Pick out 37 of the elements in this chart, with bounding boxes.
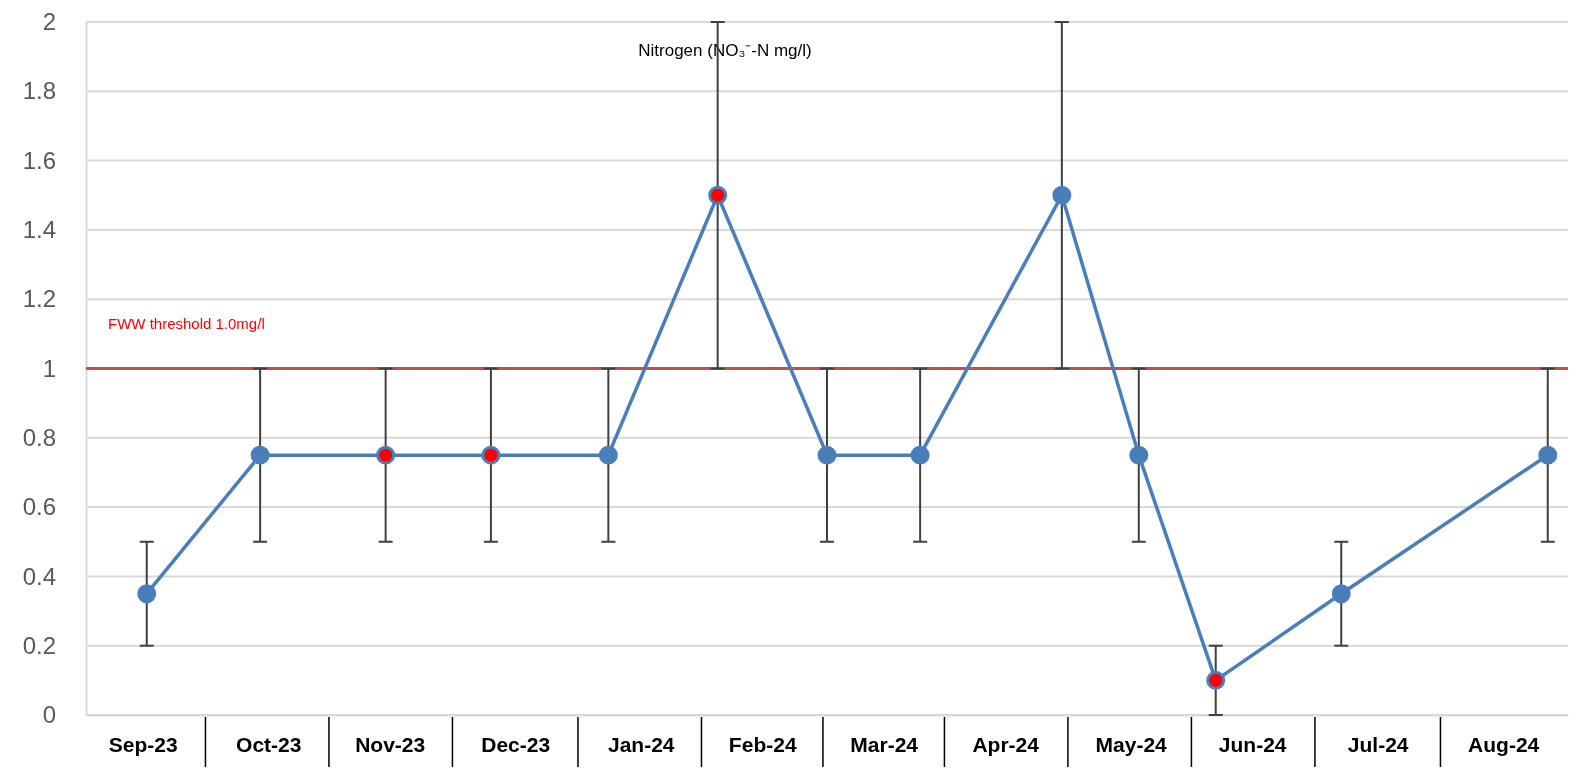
x-tick-label: Aug-24 bbox=[1468, 732, 1540, 756]
y-tick-label: 0.2 bbox=[22, 631, 56, 659]
x-tick-label: Sep-23 bbox=[108, 732, 178, 756]
y-tick-label: 0.8 bbox=[22, 423, 56, 451]
point bbox=[137, 584, 157, 604]
point bbox=[1538, 445, 1558, 465]
point bbox=[910, 445, 930, 465]
y-tick-label: 1.4 bbox=[22, 216, 56, 244]
y-tick-label: 0.4 bbox=[22, 562, 56, 590]
x-tick-label: Jan-24 bbox=[607, 732, 675, 756]
point bbox=[1129, 445, 1149, 465]
x-tick-label: Feb-24 bbox=[728, 732, 797, 756]
y-tick-label: 1 bbox=[42, 354, 56, 382]
point bbox=[708, 185, 728, 205]
y-tick-label: 1.2 bbox=[22, 285, 56, 313]
x-tick-label: May-24 bbox=[1095, 732, 1168, 756]
point bbox=[817, 445, 837, 465]
x-tick-label: Jul-24 bbox=[1347, 732, 1409, 756]
y-tick-label: 1.6 bbox=[22, 146, 56, 174]
x-tick-label: Dec-23 bbox=[481, 732, 551, 756]
y-tick-label: 0.6 bbox=[22, 493, 56, 521]
x-tick-label: Jun-24 bbox=[1218, 732, 1287, 756]
point bbox=[1206, 670, 1226, 690]
y-tick-label: 2 bbox=[42, 8, 56, 36]
point bbox=[376, 445, 396, 465]
x-tick-label: Oct-23 bbox=[236, 732, 302, 756]
point bbox=[1331, 584, 1351, 604]
point bbox=[1052, 185, 1072, 205]
x-tick-label: Nov-23 bbox=[355, 732, 426, 756]
point bbox=[481, 445, 501, 465]
point bbox=[598, 445, 618, 465]
y-tick-label: 1.8 bbox=[22, 77, 56, 105]
x-tick-label: Mar-24 bbox=[850, 732, 919, 756]
ref-line-label: FWW threshold 1.0mg/l bbox=[108, 314, 265, 332]
point bbox=[250, 445, 270, 465]
x-tick-label: Apr-24 bbox=[972, 732, 1040, 756]
y-tick-label: 0 bbox=[42, 701, 56, 729]
